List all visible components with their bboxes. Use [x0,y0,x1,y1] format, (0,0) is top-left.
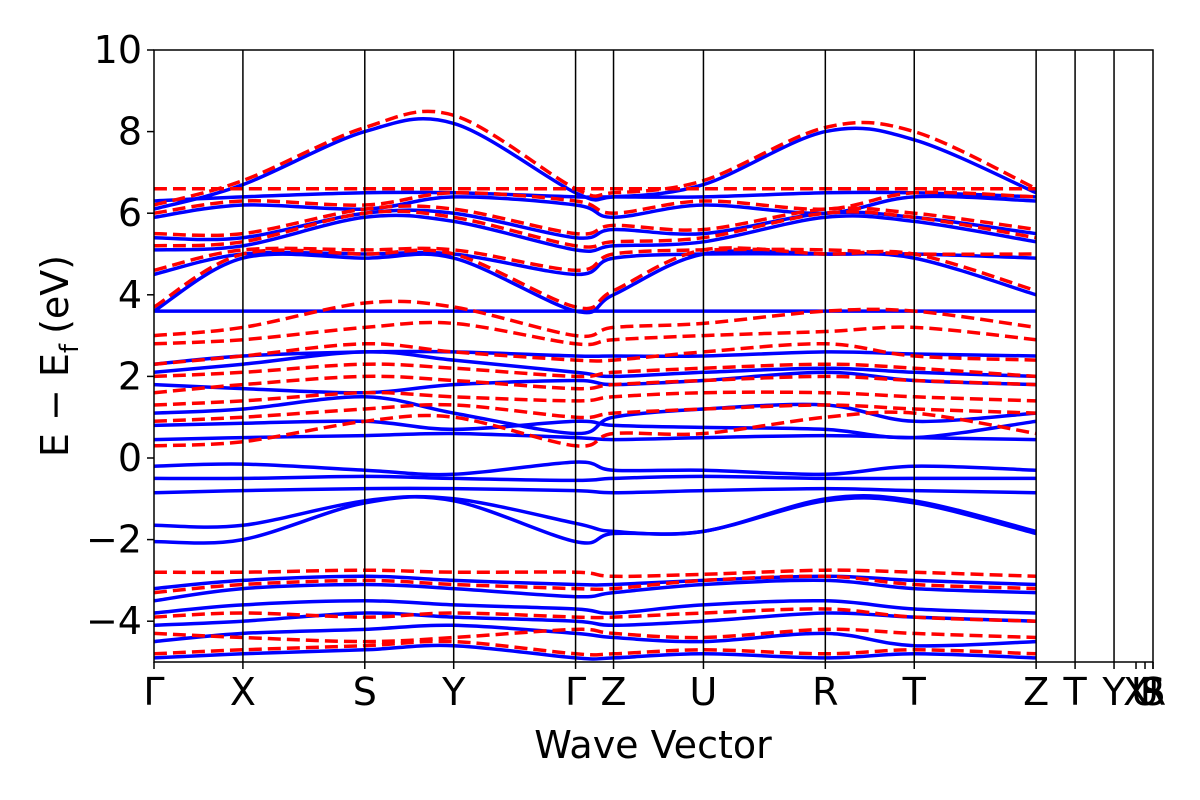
blue-solid-band-0 [154,643,1037,661]
red-dashed-band-19 [154,109,1037,207]
y-tick-label: 6 [118,191,142,235]
x-axis-label: Wave Vector [534,723,772,767]
y-tick-label: −4 [86,599,142,643]
y-tick-label: 2 [118,354,142,398]
blue-solid-band-16 [154,349,1037,366]
blue-solid-band-18 [154,249,1037,315]
red-dashed-band-15 [154,209,1037,249]
blue-solid-band-24 [154,116,1037,211]
x-tick-label-S: S [1141,670,1165,714]
x-tick-label-S: S [353,670,377,714]
y-tick-label: 10 [94,28,142,72]
x-tick-label-Γ: Γ [143,670,164,714]
y-axis-label-main: E − E [33,353,77,457]
x-tick-label-Z: Z [1023,670,1049,714]
x-tick-label-X: X [1123,670,1149,714]
red-dashed-band-17 [154,190,1037,215]
red-dashed-band-14 [154,246,1037,273]
x-tick-label-R: R [812,670,838,714]
red-dashed-band-4 [154,568,1037,579]
x-tick-label-Y: Y [1101,670,1126,714]
red-dashed-band-3 [154,574,1037,595]
y-axis: −4 −2 0 2 4 6 8 10 [86,28,154,643]
blue-solid-band-20 [154,213,1037,253]
red-dashed-band-7 [154,390,1037,407]
blue-solid-band-1 [154,623,1037,648]
red-dashed-band-9 [154,362,1037,379]
red-dashed-band-1 [154,627,1037,644]
red-dashed-band-0 [154,639,1037,657]
blue-solid-band-8 [154,486,1037,495]
blue-solid-band-10 [154,460,1037,477]
y-axis-label-sub: f [55,343,85,353]
kpoint-separators [242,50,1115,662]
y-axis-label-unit: (eV) [33,255,77,334]
blue-solid-band-6 [154,495,1037,545]
blue-solid-band-22 [154,194,1037,220]
blue-solid-band-12 [154,419,1037,440]
blue-solid-band-5 [154,574,1037,591]
x-tick-label-Y: Y [441,670,466,714]
blue-solid-band-9 [154,474,1037,483]
red-dashed-band-8 [154,374,1037,395]
red-dashed-band-5 [154,410,1037,448]
y-tick-label: −2 [86,518,142,562]
red-dashed-band-11 [154,320,1037,347]
red-dashed-band-12 [154,299,1037,339]
blue-solid-band-4 [154,578,1037,603]
x-tick-label-T: T [1062,670,1087,714]
x-tick-label-X: X [230,670,256,714]
y-axis-label: E − Ef (eV) [33,255,85,457]
bands-layer [154,109,1037,661]
red-dashed-band-2 [154,607,1037,623]
x-tick-label-T: T [902,670,927,714]
red-dashed-band-16 [154,204,1037,238]
y-tick-label: 0 [118,436,142,480]
y-tick-label: 8 [118,110,142,154]
plot-frame [153,49,1154,663]
red-dashed-band-6 [154,402,1037,424]
y-tick-label: 4 [118,273,142,317]
x-tick-label-Z: Z [601,670,627,714]
series-red-dashed [154,109,1037,657]
blue-solid-band-13 [154,395,1037,436]
x-tick-label-U: U [1131,670,1159,714]
blue-solid-band-7 [154,493,1037,536]
x-tick-label-Γ: Γ [565,670,586,714]
x-tick-label-U: U [690,670,718,714]
blue-solid-band-3 [154,598,1037,615]
x-tick-label-R: R [1140,670,1166,714]
red-dashed-band-10 [154,342,1037,366]
